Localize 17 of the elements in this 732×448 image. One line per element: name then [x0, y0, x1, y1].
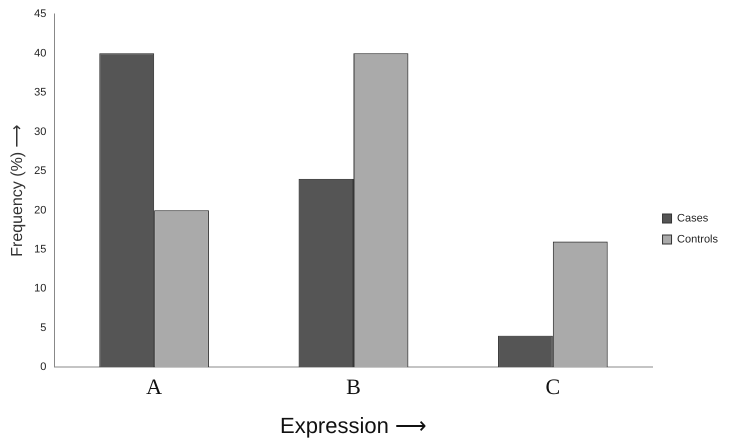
y-tick-label: 10: [34, 282, 46, 295]
y-tick-label: 45: [34, 8, 46, 20]
y-tick-label: 35: [34, 86, 46, 99]
y-tick-label: 30: [34, 126, 46, 138]
y-tick-label: 0: [40, 361, 46, 374]
y-tick-label: 40: [34, 47, 46, 60]
x-tick-label: A: [146, 374, 162, 400]
y-tick-label: 25: [34, 165, 46, 178]
y-axis-title: Frequency (%) ⟶: [9, 124, 26, 257]
y-tick-label: 20: [34, 204, 46, 216]
legend-label: Cases: [677, 212, 709, 225]
x-tick-label: C: [546, 374, 560, 400]
x-tick-label: B: [346, 374, 361, 400]
x-axis-title: Expression ⟶: [280, 412, 427, 438]
legend-label: Controls: [677, 234, 718, 246]
y-tick-label: 5: [40, 322, 46, 334]
y-tick-label: 15: [34, 244, 46, 256]
